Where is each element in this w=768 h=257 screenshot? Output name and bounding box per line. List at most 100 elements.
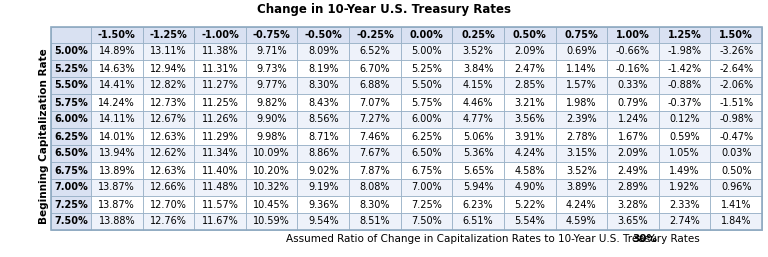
Bar [401, 111, 452, 128]
Bar [91, 60, 143, 77]
Bar [297, 128, 349, 145]
Text: 11.67%: 11.67% [202, 216, 238, 226]
Text: Assumed Ratio of Change in Capitalization Rates to 10-Year U.S. Treasury Rates: Assumed Ratio of Change in Capitalizatio… [286, 234, 700, 244]
Bar [607, 27, 659, 43]
Text: 6.75%: 6.75% [54, 166, 88, 176]
Text: 2.47%: 2.47% [515, 63, 545, 74]
Text: 13.87%: 13.87% [98, 199, 135, 209]
Bar [659, 145, 710, 162]
Bar [246, 43, 297, 60]
Text: 3.52%: 3.52% [463, 47, 494, 57]
Text: -0.47%: -0.47% [719, 132, 753, 142]
Bar [349, 145, 401, 162]
Bar [143, 77, 194, 94]
Text: 1.92%: 1.92% [669, 182, 700, 192]
Bar [452, 179, 504, 196]
Bar [710, 27, 762, 43]
Bar [143, 196, 194, 213]
Text: 14.63%: 14.63% [98, 63, 135, 74]
Text: 13.11%: 13.11% [150, 47, 187, 57]
Bar [401, 145, 452, 162]
Text: 8.86%: 8.86% [308, 149, 339, 159]
Bar [607, 43, 659, 60]
Bar [91, 77, 143, 94]
Text: 7.00%: 7.00% [54, 182, 88, 192]
Text: 11.31%: 11.31% [202, 63, 238, 74]
Bar [246, 179, 297, 196]
Bar [401, 179, 452, 196]
Bar [504, 111, 555, 128]
Text: 5.25%: 5.25% [411, 63, 442, 74]
Text: 6.25%: 6.25% [411, 132, 442, 142]
Bar [659, 111, 710, 128]
Bar [401, 94, 452, 111]
Bar [401, 213, 452, 230]
Text: 0.03%: 0.03% [721, 149, 751, 159]
Bar [452, 77, 504, 94]
Bar [710, 94, 762, 111]
Bar [246, 60, 297, 77]
Bar [504, 213, 555, 230]
Bar [607, 196, 659, 213]
Text: 6.51%: 6.51% [463, 216, 493, 226]
Bar [555, 128, 607, 145]
Bar [194, 43, 246, 60]
Text: 11.38%: 11.38% [202, 47, 238, 57]
Bar [51, 94, 91, 111]
Bar [401, 128, 452, 145]
Bar [51, 77, 91, 94]
Bar [194, 111, 246, 128]
Text: 0.25%: 0.25% [462, 30, 495, 40]
Bar [607, 128, 659, 145]
Text: 10.59%: 10.59% [253, 216, 290, 226]
Text: 9.54%: 9.54% [308, 216, 339, 226]
Bar [51, 196, 91, 213]
Bar [555, 27, 607, 43]
Bar [91, 94, 143, 111]
Text: 5.65%: 5.65% [463, 166, 494, 176]
Text: 4.58%: 4.58% [515, 166, 545, 176]
Bar [401, 60, 452, 77]
Text: 13.94%: 13.94% [98, 149, 135, 159]
Text: 7.25%: 7.25% [411, 199, 442, 209]
Bar [710, 77, 762, 94]
Text: 4.15%: 4.15% [463, 80, 493, 90]
Text: -0.66%: -0.66% [616, 47, 650, 57]
Bar [297, 77, 349, 94]
Bar [246, 128, 297, 145]
Bar [659, 213, 710, 230]
Text: 0.79%: 0.79% [617, 97, 648, 107]
Text: 11.40%: 11.40% [202, 166, 238, 176]
Text: 1.50%: 1.50% [720, 30, 753, 40]
Text: 5.50%: 5.50% [411, 80, 442, 90]
Bar [51, 162, 91, 179]
Bar [401, 196, 452, 213]
Bar [91, 162, 143, 179]
Bar [143, 145, 194, 162]
Text: 12.67%: 12.67% [150, 115, 187, 124]
Bar [555, 196, 607, 213]
Text: 5.75%: 5.75% [54, 97, 88, 107]
Bar [297, 196, 349, 213]
Text: -2.64%: -2.64% [719, 63, 753, 74]
Text: 3.56%: 3.56% [515, 115, 545, 124]
Text: 3.84%: 3.84% [463, 63, 493, 74]
Bar [297, 43, 349, 60]
Bar [246, 27, 297, 43]
Bar [51, 145, 91, 162]
Text: 0.96%: 0.96% [721, 182, 751, 192]
Text: 11.48%: 11.48% [202, 182, 238, 192]
Bar [710, 179, 762, 196]
Bar [297, 162, 349, 179]
Text: 4.24%: 4.24% [515, 149, 545, 159]
Text: 12.63%: 12.63% [150, 166, 187, 176]
Text: 1.24%: 1.24% [617, 115, 648, 124]
Bar [555, 77, 607, 94]
Text: 14.89%: 14.89% [98, 47, 135, 57]
Bar [607, 60, 659, 77]
Bar [401, 77, 452, 94]
Text: 9.71%: 9.71% [257, 47, 287, 57]
Text: 30%: 30% [633, 234, 657, 244]
Bar [452, 128, 504, 145]
Text: 0.12%: 0.12% [669, 115, 700, 124]
